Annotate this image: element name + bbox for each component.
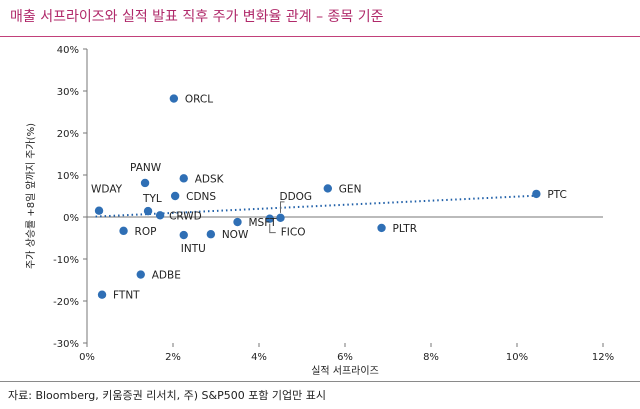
- x-tick-label: 8%: [423, 352, 439, 363]
- y-tick-label: 40%: [57, 45, 79, 56]
- data-point-wday: [94, 206, 104, 215]
- data-point-cdns: [170, 191, 180, 201]
- data-label-crwd: CRWD: [169, 210, 202, 222]
- x-tick-label: 2%: [165, 352, 181, 363]
- data-label-pltr: PLTR: [393, 223, 417, 235]
- x-tick-label: 4%: [251, 352, 267, 363]
- data-label-orcl: ORCL: [185, 94, 213, 106]
- data-label-ddog: DDOG: [280, 191, 313, 203]
- data-label-group: ORCL PANW ADSK CDNS WDAY TYL CRWD ROP INTU NOWMSF…: [91, 94, 567, 302]
- data-point-msft: [233, 217, 242, 227]
- data-point-fico: [265, 214, 274, 223]
- data-point-rop: [119, 226, 128, 236]
- data-label-panw: PANW: [130, 162, 162, 174]
- source-note: 자료: Bloomberg, 키움증권 리서치, 주) S&P500 포함 기업…: [8, 389, 327, 402]
- data-point-ddog: [276, 213, 285, 223]
- footer-divider: [0, 381, 640, 382]
- x-tick-label: 6%: [337, 352, 353, 363]
- data-label-msft: MSFT: [249, 217, 278, 229]
- y-tick-label: 30%: [57, 87, 79, 98]
- data-point-ptc: [532, 189, 541, 199]
- x-tick-label: 12%: [592, 352, 614, 363]
- label-leader-group: [269, 201, 285, 234]
- trend-line: [95, 194, 539, 218]
- y-tick-label: -20%: [53, 297, 79, 308]
- y-tick-label: 0%: [63, 213, 79, 224]
- x-axis-title: 실적 서프라이즈: [311, 365, 379, 377]
- data-label-ptc: PTC: [547, 189, 566, 201]
- y-tick-label: 10%: [57, 171, 79, 182]
- data-label-wday: WDAY: [91, 184, 123, 196]
- data-point-tyl: [143, 206, 153, 216]
- data-label-adsk: ADSK: [195, 173, 225, 185]
- data-label-cdns: CDNS: [186, 191, 216, 203]
- data-point-now: [206, 230, 216, 239]
- y-axis-title: 주가 상승률 +8일 앞까지 주가(%): [25, 123, 37, 269]
- data-label-rop: ROP: [135, 226, 157, 238]
- data-label-tyl: TYL: [142, 193, 162, 205]
- data-label-ftnt: FTNT: [113, 290, 140, 302]
- y-tick-label: -10%: [53, 255, 79, 266]
- data-point-orcl: [169, 94, 179, 103]
- chart-title: 매출 서프라이즈와 실적 발표 직후 주가 변화율 관계 – 종목 기준: [10, 9, 384, 25]
- data-point-panw: [140, 178, 150, 188]
- y-tick-group: -30% -20% -10% 0% 10% 20% 30% 40%: [53, 45, 87, 350]
- x-tick-label: 0%: [79, 352, 95, 363]
- y-tick-label: 20%: [57, 129, 79, 140]
- data-label-adbe: ADBE: [152, 270, 181, 282]
- y-tick-label: -30%: [53, 339, 79, 350]
- x-tick-label: 10%: [506, 352, 528, 363]
- data-point-crwd: [155, 211, 165, 220]
- data-point-intu: [179, 230, 188, 240]
- data-label-intu: INTU: [181, 243, 206, 255]
- scatter-chart: -30% -20% -10% 0% 10% 20% 30% 40% 0% 2% 4% 6% 8% 10%…: [25, 45, 614, 377]
- data-point-adsk: [179, 174, 188, 183]
- data-point-ftnt: [97, 290, 107, 299]
- data-point-adbe: [136, 270, 145, 279]
- data-label-now: NOW: [222, 229, 249, 241]
- leader-line-ddog: [280, 201, 285, 213]
- leader-line-fico: [269, 223, 276, 234]
- title-divider: [0, 36, 640, 37]
- data-label-fico: FICO: [281, 227, 306, 239]
- data-point-gen: [323, 184, 332, 193]
- data-label-gen: GEN: [339, 183, 362, 195]
- x-tick-group: 0% 2% 4% 6% 8% 10% 12%: [79, 343, 614, 363]
- data-point-pltr: [377, 223, 386, 233]
- data-point-group: [94, 94, 541, 299]
